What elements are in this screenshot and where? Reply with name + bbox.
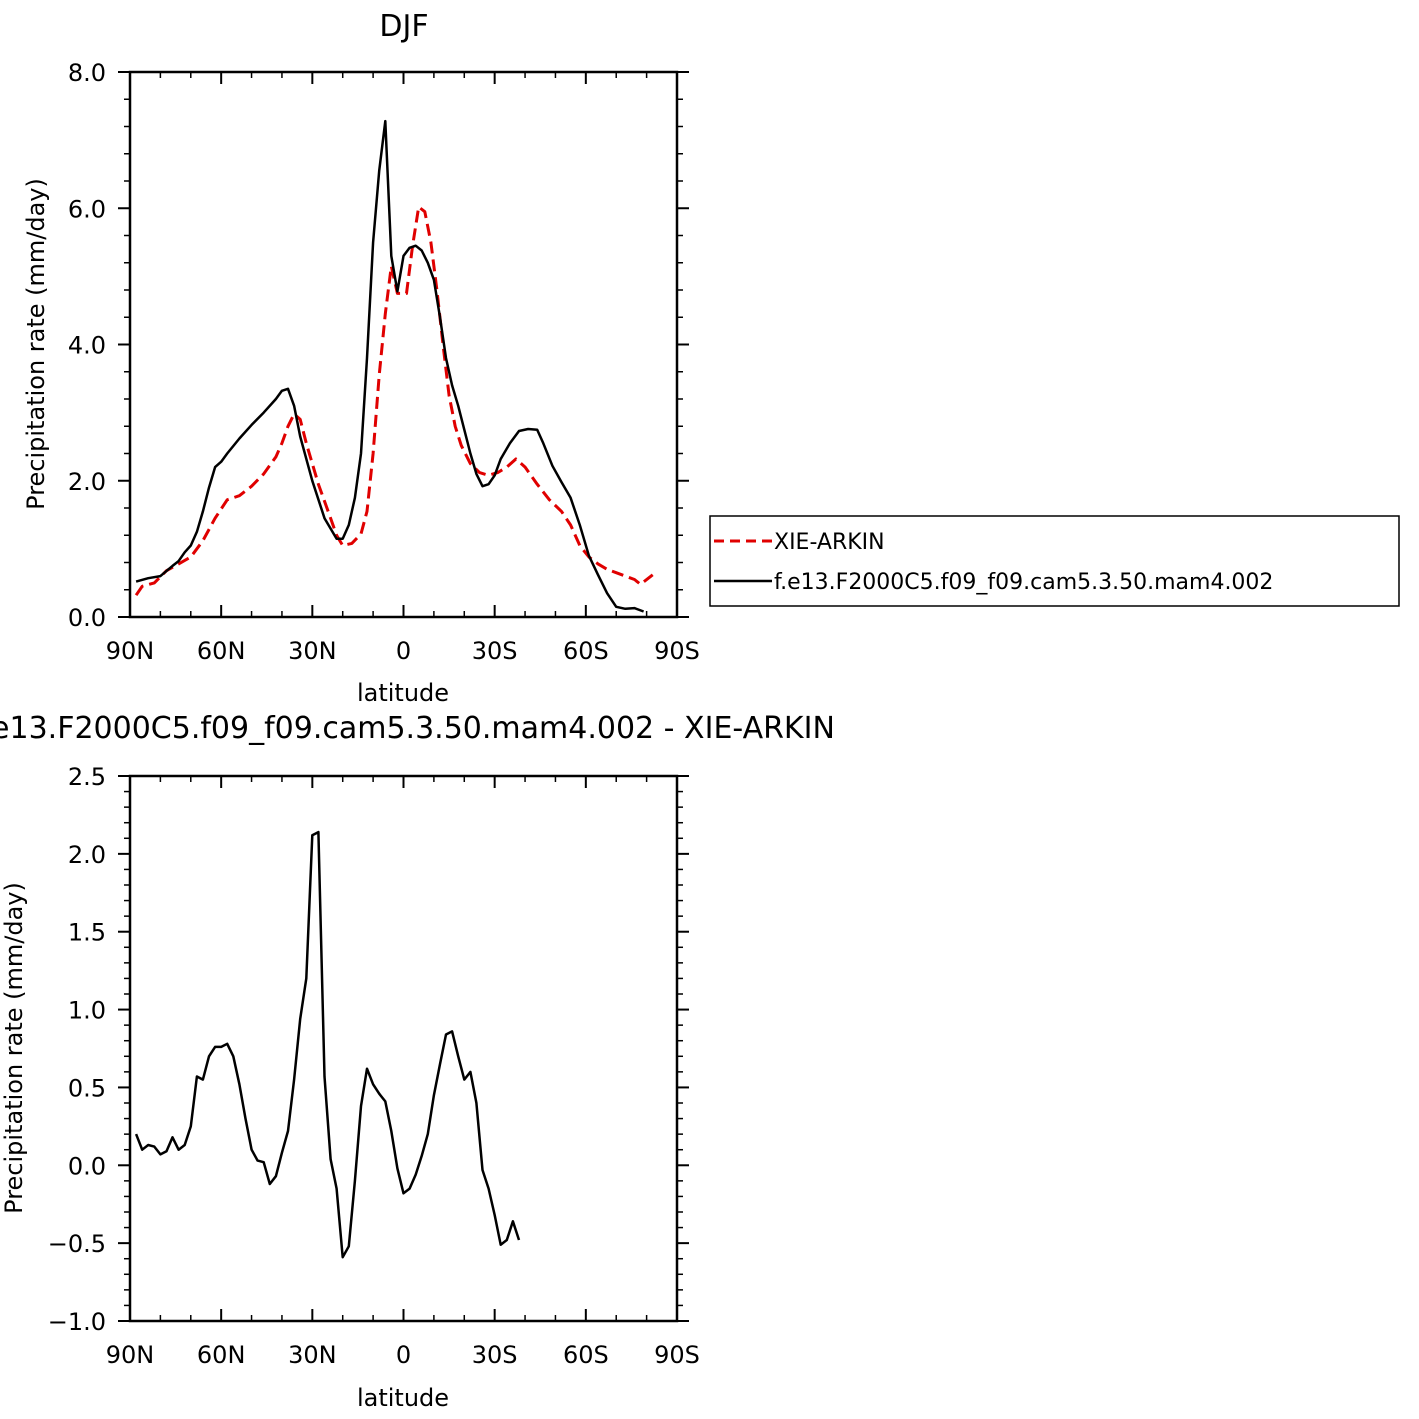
top-x-tick-label: 60N <box>197 637 246 665</box>
bottom-y-axis-label: Precipitation rate (mm/day) <box>0 882 28 1214</box>
bottom-x-axis-label: latitude <box>357 1384 449 1412</box>
bottom-y-tick-label: 1.5 <box>68 919 106 947</box>
bottom-plot-frame <box>128 774 679 1323</box>
top-y-axis-label: Precipitation rate (mm/day) <box>22 178 50 510</box>
top-x-tick-label: 30N <box>288 637 337 665</box>
bottom-series-group <box>134 830 521 1259</box>
bottom-x-tick-label: 60N <box>197 1341 246 1369</box>
bottom-y-tick-label: 0.0 <box>68 1152 106 1180</box>
bottom-y-tick-label: 0.5 <box>68 1074 106 1102</box>
top-x-tick-label: 60S <box>563 637 609 665</box>
bottom-x-tick-label: 90N <box>106 1341 155 1369</box>
top-y-tick-label: 4.0 <box>68 332 106 360</box>
bottom-series-line-0 <box>134 830 521 1259</box>
bottom-y-tick-label: 1.0 <box>68 997 106 1025</box>
bottom-x-tick-label: 90S <box>654 1341 700 1369</box>
bottom-x-tick-label: 0 <box>396 1341 411 1369</box>
top-panel: DJF 90N 60N 30N 0 30S 60S 90S 0.0 2.0 4.0 6.0 8.0 P… <box>22 9 700 707</box>
top-x-tick-label: 0 <box>396 637 411 665</box>
bottom-y-tick-label: −1.0 <box>48 1308 106 1336</box>
legend: XIE-ARKIN f.e13.F2000C5.f09_f09.cam5.3.5… <box>709 515 1400 607</box>
top-series-line-xie-arkin <box>134 205 654 597</box>
bottom-chart-title: f.e13.F2000C5.f09_f09.cam5.3.50.mam4.002… <box>0 711 835 746</box>
top-x-tick-label: 90S <box>654 637 700 665</box>
legend-label-model: f.e13.F2000C5.f09_f09.cam5.3.50.mam4.002 <box>774 570 1273 595</box>
bottom-y-tick-label: −0.5 <box>48 1230 106 1258</box>
bottom-y-tick-label: 2.5 <box>68 763 106 791</box>
bottom-y-tick-label: 2.0 <box>68 841 106 869</box>
bottom-x-tick-label: 30S <box>472 1341 518 1369</box>
legend-box <box>709 515 1400 607</box>
top-axis-ticks: 90N 60N 30N 0 30S 60S 90S 0.0 2.0 4.0 6.0 8.0 <box>68 59 700 665</box>
top-y-tick-label: 0.0 <box>68 604 106 632</box>
bottom-axis-ticks: 90N 60N 30N 0 30S 60S 90S −1.0 −0.5 0.0 0.5 1.0 1.5 2… <box>48 763 700 1369</box>
legend-label-xie-arkin: XIE-ARKIN <box>774 530 885 555</box>
top-series-line-f-e13-f2000c5-f09-f09-cam5-3-50-mam4-002 <box>135 119 645 613</box>
bottom-panel: f.e13.F2000C5.f09_f09.cam5.3.50.mam4.002… <box>0 711 835 1412</box>
top-chart-title: DJF <box>379 9 428 44</box>
bottom-x-tick-label: 60S <box>563 1341 609 1369</box>
top-x-axis-label: latitude <box>357 679 449 707</box>
top-x-tick-label: 90N <box>106 637 155 665</box>
top-y-tick-label: 2.0 <box>68 468 106 496</box>
top-x-tick-label: 30S <box>472 637 518 665</box>
top-plot-frame <box>128 70 679 619</box>
top-series-group <box>134 119 654 613</box>
bottom-x-tick-label: 30N <box>288 1341 337 1369</box>
top-y-tick-label: 6.0 <box>68 195 106 223</box>
top-y-tick-label: 8.0 <box>68 59 106 87</box>
